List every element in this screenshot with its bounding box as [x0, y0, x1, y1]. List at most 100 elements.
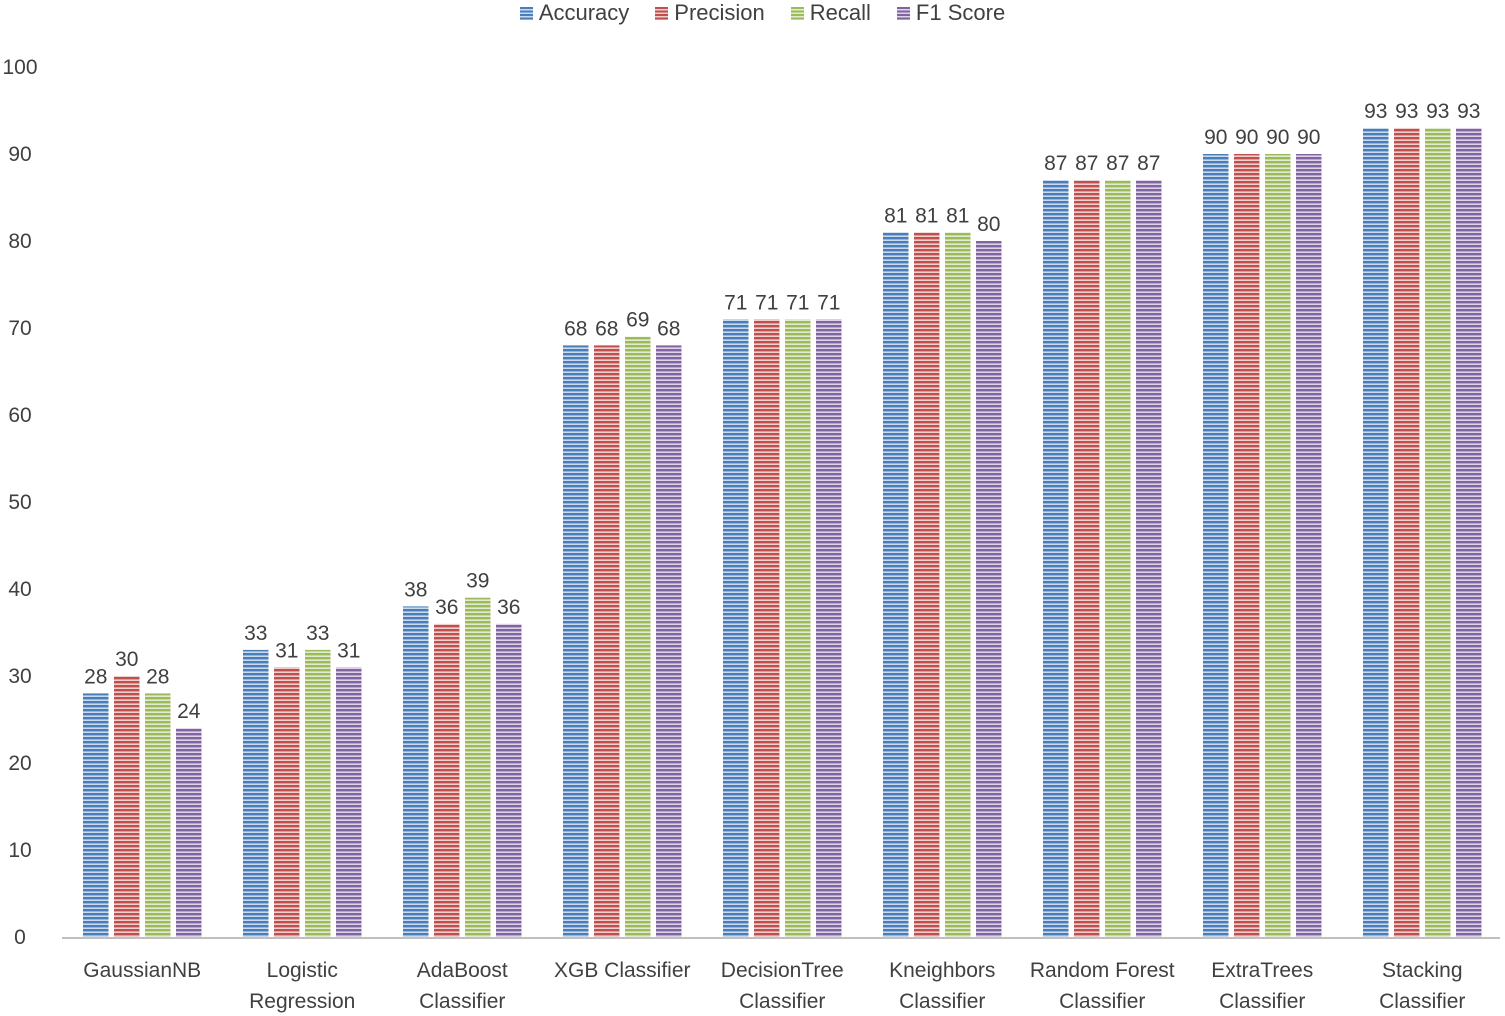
x-axis: GaussianNB Logistic Regression AdaBoost Clas… — [83, 959, 1465, 1013]
data-label: 36 — [435, 596, 458, 619]
bars — [83, 127, 1482, 938]
data-label: 69 — [626, 309, 649, 332]
data-label: 28 — [146, 665, 169, 688]
legend-item-precision: Precision — [655, 0, 765, 26]
data-label: 24 — [177, 700, 201, 723]
y-tick-label: 20 — [8, 752, 31, 775]
data-label: 87 — [1106, 152, 1129, 175]
data-label: 68 — [595, 317, 618, 340]
bar-f1-score — [1136, 180, 1162, 938]
data-label: 87 — [1044, 152, 1067, 175]
y-tick-label: 50 — [8, 491, 31, 514]
legend-swatch — [655, 6, 669, 20]
bar-accuracy — [1363, 127, 1389, 937]
bar-precision — [754, 319, 780, 937]
bar-precision — [274, 667, 300, 937]
data-label: 87 — [1075, 152, 1098, 175]
bar-recall — [1425, 127, 1451, 937]
bar-precision — [914, 232, 940, 938]
bar-accuracy — [83, 693, 109, 937]
y-tick-label: 10 — [8, 839, 31, 862]
category-label: DecisionTree — [721, 959, 844, 982]
category-label: ExtraTrees — [1211, 959, 1313, 982]
data-label: 38 — [404, 578, 427, 601]
category-label: Classifier — [899, 990, 985, 1013]
data-label: 71 — [724, 291, 747, 314]
bar-recall — [785, 319, 811, 937]
legend-swatch — [896, 6, 910, 20]
bar-f1-score — [976, 241, 1002, 937]
bar-recall — [465, 597, 491, 937]
y-axis: 0 10 20 30 40 50 60 70 80 90 100 — [2, 56, 37, 949]
category-label: Logistic — [267, 959, 338, 982]
bar-f1-score — [336, 667, 362, 937]
bar-accuracy — [723, 319, 749, 937]
legend-swatch — [790, 6, 804, 20]
bar-recall — [1105, 180, 1131, 938]
data-label: 81 — [946, 204, 969, 227]
data-label: 68 — [564, 317, 587, 340]
y-tick-label: 40 — [8, 578, 31, 601]
legend-swatch — [519, 6, 533, 20]
category-label: Classifier — [1379, 990, 1465, 1013]
data-label: 90 — [1235, 126, 1258, 149]
category-label: Regression — [249, 990, 355, 1013]
bar-recall — [145, 693, 171, 937]
y-tick-label: 90 — [8, 143, 31, 166]
data-label: 30 — [115, 648, 138, 671]
data-label: 93 — [1426, 100, 1449, 123]
category-label: Random Forest — [1030, 959, 1175, 982]
category-label: Classifier — [739, 990, 825, 1013]
category-label: Stacking — [1382, 959, 1463, 982]
y-tick-label: 80 — [8, 230, 31, 253]
bar-f1-score — [1296, 154, 1322, 937]
bar-recall — [305, 649, 331, 937]
bar-precision — [1074, 180, 1100, 938]
bar-recall — [1265, 154, 1291, 937]
y-tick-label: 0 — [14, 926, 26, 949]
bar-recall — [625, 336, 651, 937]
bar-accuracy — [563, 345, 589, 937]
bar-accuracy — [403, 606, 429, 937]
category-label: Classifier — [1219, 990, 1305, 1013]
data-label: 31 — [337, 639, 360, 662]
data-label: 39 — [466, 570, 489, 593]
data-label: 36 — [497, 596, 520, 619]
data-label: 87 — [1137, 152, 1160, 175]
legend-label: F1 Score — [915, 0, 1006, 25]
bar-accuracy — [1203, 154, 1229, 937]
legend-item-recall: Recall — [790, 0, 871, 26]
bar-f1-score — [176, 728, 202, 937]
data-label: 31 — [275, 639, 298, 662]
category-label: Kneighbors — [889, 959, 995, 982]
legend-label: Accuracy — [538, 0, 630, 25]
data-labels: 28 30 28 24 33 31 33 31 38 36 39 36 68 68 69 68 71 71 71 71… — [84, 100, 1480, 723]
data-label: 33 — [244, 622, 267, 645]
bar-accuracy — [883, 232, 909, 938]
bar-f1-score — [1456, 127, 1482, 937]
data-label: 28 — [84, 665, 107, 688]
category-label: AdaBoost — [417, 959, 508, 982]
data-label: 81 — [884, 204, 907, 227]
data-label: 81 — [915, 204, 938, 227]
category-label: XGB Classifier — [554, 959, 691, 982]
data-label: 71 — [755, 291, 778, 314]
data-label: 71 — [786, 291, 809, 314]
bar-f1-score — [496, 623, 522, 937]
y-tick-label: 100 — [2, 56, 37, 79]
category-label: Classifier — [1059, 990, 1145, 1013]
data-label: 68 — [657, 317, 680, 340]
category-label: GaussianNB — [83, 959, 201, 982]
bar-f1-score — [816, 319, 842, 937]
data-label: 33 — [306, 622, 329, 645]
data-label: 93 — [1364, 100, 1387, 123]
bar-recall — [945, 232, 971, 938]
legend-item-f1-score: F1 Score — [896, 0, 1006, 26]
data-label: 90 — [1204, 126, 1227, 149]
category-label: Classifier — [419, 990, 505, 1013]
legend-label: Precision — [674, 0, 765, 25]
bar-precision — [594, 345, 620, 937]
data-label: 90 — [1297, 126, 1320, 149]
data-label: 80 — [977, 213, 1000, 236]
